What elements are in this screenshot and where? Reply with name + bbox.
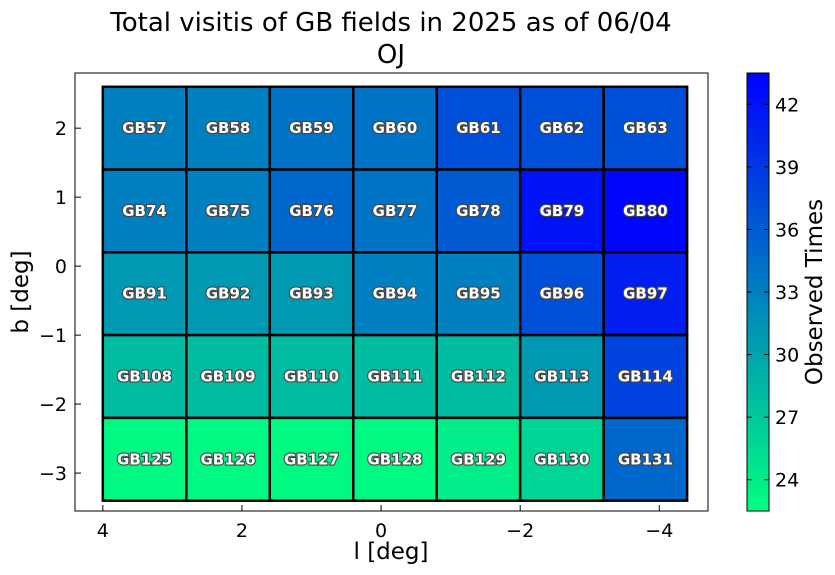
cell-label-gb125: GB125 — [117, 450, 172, 468]
colorbar-tick-label: 27 — [775, 407, 799, 429]
cell-label-gb96: GB96 — [540, 285, 585, 303]
heatmap-cell-gb125 — [101, 416, 188, 502]
heatmap-cells — [101, 85, 689, 502]
cell-label-gb57: GB57 — [122, 119, 167, 137]
cell-label-gb109: GB109 — [201, 367, 256, 385]
heatmap-cell-gb109 — [185, 333, 272, 420]
colorbar-tick-label: 39 — [775, 157, 799, 179]
cell-label-gb129: GB129 — [451, 450, 506, 468]
heatmap-cell-gb57 — [101, 85, 188, 171]
plot-frame — [74, 72, 709, 512]
x-tick-label: −2 — [506, 520, 534, 542]
x-tick-label: 4 — [97, 520, 109, 542]
colorbar-label: Observed Times — [802, 199, 828, 385]
y-tick-label: 2 — [55, 118, 67, 140]
cell-label-gb128: GB128 — [367, 450, 422, 468]
chart-title: Total visitis of GB fields in 2025 as of… — [109, 8, 671, 38]
colorbar-tick-label: 36 — [775, 219, 799, 241]
cell-label-gb63: GB63 — [623, 119, 668, 137]
heatmap-cell-gb97 — [602, 251, 689, 337]
x-tick-label: 2 — [236, 520, 248, 542]
cell-label-gb108: GB108 — [117, 367, 172, 385]
heatmap-cell-gb131 — [602, 416, 689, 502]
cell-label-gb126: GB126 — [201, 450, 256, 468]
cell-label-gb59: GB59 — [289, 119, 334, 137]
colorbar-tick-label: 24 — [775, 470, 799, 492]
cell-label-gb79: GB79 — [540, 202, 585, 220]
heatmap-cell-gb113 — [518, 333, 605, 420]
heatmap-cell-gb58 — [185, 85, 272, 171]
cell-label-gb60: GB60 — [373, 119, 418, 137]
cell-label-gb75: GB75 — [206, 202, 251, 220]
cell-label-gb113: GB113 — [534, 367, 589, 385]
heatmap-cell-gb76 — [268, 168, 355, 254]
cell-labels: GB57 GB58 GB59 GB60 GB61 GB62 GB63 GB74 GB75 GB76… — [116, 118, 674, 469]
y-tick-label: 0 — [55, 256, 67, 278]
heatmap-cell-gb95 — [435, 251, 522, 337]
heatmap-cell-gb78 — [435, 168, 522, 254]
cell-label-gb92: GB92 — [206, 285, 251, 303]
colorbar-tick-label: 33 — [775, 282, 799, 304]
x-tick-label: 0 — [375, 520, 387, 542]
cell-label-gb74: GB74 — [122, 202, 167, 220]
x-axis-ticks: 4 2 0 −2 −4 — [97, 505, 673, 542]
heatmap-cell-gb96 — [518, 251, 605, 337]
y-tick-label: −1 — [39, 325, 67, 347]
cell-label-gb131: GB131 — [618, 450, 673, 468]
cell-label-gb112: GB112 — [451, 367, 506, 385]
cell-label-gb93: GB93 — [289, 285, 334, 303]
colorbar-ticks: 24 27 30 33 36 39 42 — [747, 94, 799, 492]
y-tick-label: −3 — [39, 463, 67, 485]
cell-label-gb94: GB94 — [373, 285, 418, 303]
y-axis-ticks: 2 1 0 −1 −2 −3 — [39, 118, 81, 485]
cell-label-gb62: GB62 — [540, 119, 585, 137]
colorbar — [747, 73, 769, 511]
cell-label-gb97: GB97 — [623, 285, 668, 303]
y-tick-label: −2 — [39, 394, 67, 416]
cell-label-gb61: GB61 — [456, 119, 501, 137]
colorbar-tick-label: 30 — [775, 345, 799, 367]
x-axis-label: l [deg] — [354, 539, 429, 565]
heatmap-cell-gb62 — [518, 85, 605, 171]
cell-label-gb77: GB77 — [373, 202, 418, 220]
cell-label-gb58: GB58 — [206, 119, 251, 137]
cell-label-gb114: GB114 — [618, 367, 673, 385]
y-tick-label: 1 — [55, 187, 67, 209]
cell-label-gb78: GB78 — [456, 202, 501, 220]
heatmap-cell-gb74 — [101, 168, 188, 254]
cell-label-gb127: GB127 — [284, 450, 339, 468]
cell-label-gb95: GB95 — [456, 285, 501, 303]
y-axis-label: b [deg] — [8, 250, 34, 333]
heatmap-cell-gb127 — [268, 416, 355, 502]
x-tick-label: −4 — [645, 520, 673, 542]
heatmap-cell-gb92 — [185, 251, 272, 337]
heatmap-cell-gb108 — [101, 333, 188, 420]
heatmap-cell-gb80 — [602, 168, 689, 254]
cell-label-gb130: GB130 — [534, 450, 589, 468]
heatmap-cell-gb130 — [518, 416, 605, 502]
cell-label-gb80: GB80 — [623, 202, 668, 220]
chart-subtitle: OJ — [377, 40, 405, 70]
colorbar-tick-label: 42 — [775, 94, 799, 116]
cell-label-gb110: GB110 — [284, 367, 339, 385]
heatmap-cell-gb93 — [268, 251, 355, 337]
cell-label-gb111: GB111 — [367, 367, 422, 385]
cell-label-gb91: GB91 — [122, 285, 167, 303]
cell-label-gb76: GB76 — [289, 202, 334, 220]
